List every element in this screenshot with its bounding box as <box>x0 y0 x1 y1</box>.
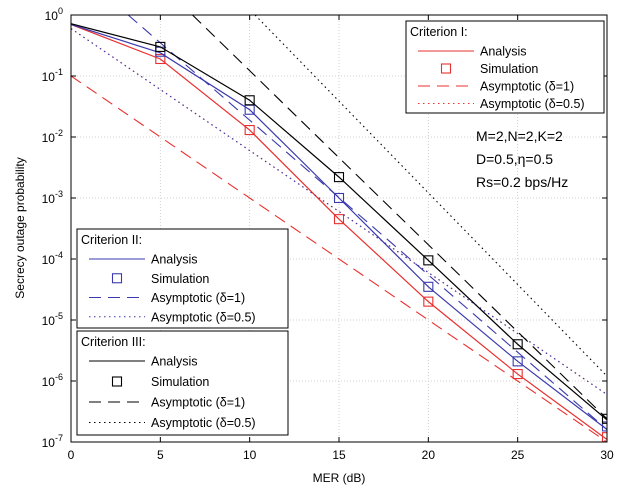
legend-middle-left: Criterion II: Analysis Simulation Asymptoti… <box>76 228 289 329</box>
legend-entry-label: Analysis <box>480 45 527 59</box>
criterion-i-simulation-marker <box>423 296 434 307</box>
legend-entry-label: Asymptotic (δ=0.5) <box>151 310 256 324</box>
legend-entry-label: Asymptotic (δ=0.5) <box>151 416 256 430</box>
y-tick-label: 10-3 <box>42 189 63 206</box>
criterion-ii-simulation-marker <box>333 192 345 204</box>
criterion-iii-simulation-marker <box>423 255 434 266</box>
legends: Criterion I: Analysis Simulation Asymptotic… <box>76 20 605 436</box>
legend-entry-label: Simulation <box>480 62 538 76</box>
parameter-annotation: M=2,N=2,K=2 D=0.5,η=0.5 Rs=0.2 bps/Hz <box>476 128 568 190</box>
criterion-iii-simulation-marker <box>601 413 607 424</box>
x-axis-label: MER (dB) <box>313 471 366 485</box>
legend-entry-label: Analysis <box>151 355 198 369</box>
series-layer <box>71 15 607 442</box>
criterion-iii-analysis-line <box>71 23 607 421</box>
legend-marker <box>111 376 123 387</box>
criterion-iii-simulation-marker <box>512 339 523 350</box>
criterion-i-simulation-marker <box>333 214 345 225</box>
x-tick-label: 10 <box>243 448 257 462</box>
annotation-line: D=0.5,η=0.5 <box>476 151 553 167</box>
x-tick-label: 5 <box>157 448 164 462</box>
y-tick-label: 10-7 <box>42 433 63 450</box>
x-tick-label: 30 <box>600 448 614 462</box>
criterion-i-simulation-marker <box>155 53 166 65</box>
legend-marker <box>111 273 123 284</box>
legend-entry-label: Asymptotic (δ=1) <box>480 80 574 94</box>
y-tick-label: 10-5 <box>42 311 63 328</box>
x-tick-label: 20 <box>422 448 436 462</box>
legend-entry-label: Asymptotic (δ=1) <box>151 291 245 305</box>
x-tick-label: 0 <box>68 448 75 462</box>
x-tick-label: 15 <box>332 448 346 462</box>
legend-entry-label: Asymptotic (δ=0.5) <box>480 97 585 111</box>
criterion-iii-simulation-marker <box>244 95 255 106</box>
criterion-iii-asymptotic-0-5-line <box>254 15 607 377</box>
y-tick-label: 10-4 <box>42 250 63 267</box>
criterion-i-asymptotic-1-line <box>71 75 607 442</box>
y-tick-label: 10-2 <box>42 128 63 145</box>
legend-top-right: Criterion I: Analysis Simulation Asymptotic… <box>405 20 605 114</box>
legend-entry-label: Simulation <box>151 375 209 389</box>
criterion-iii-asymptotic-1-line <box>192 15 607 420</box>
legend-title: Criterion I: <box>410 25 468 39</box>
y-axis-label: Secrecy outage probability <box>13 157 27 298</box>
legend-title: Criterion III: <box>81 335 146 349</box>
legend-bottom-left: Criterion III: Analysis Simulation Asymptot… <box>76 330 289 436</box>
legend-marker <box>440 63 452 74</box>
y-tick-label: 100 <box>45 6 63 23</box>
criterion-iii-simulation-marker <box>155 41 166 52</box>
y-tick-label: 10-6 <box>42 372 63 389</box>
criterion-i-simulation-marker <box>601 432 607 442</box>
criterion-i-simulation-marker <box>244 124 255 136</box>
ticks: 0 5 10 15 20 25 30 100 10-1 10-2 10-3 10-4 10-5 10-6 1… <box>42 6 614 462</box>
legend-box <box>405 20 605 114</box>
criterion-ii-simulation-marker <box>601 421 607 432</box>
annotation-line: Rs=0.2 bps/Hz <box>476 174 568 190</box>
legend-title: Criterion II: <box>81 233 142 247</box>
legend-entry-label: Simulation <box>151 272 209 286</box>
criterion-ii-analysis-line <box>71 23 607 431</box>
criterion-iii-simulation-marker <box>333 172 345 183</box>
criterion-ii-asymptotic-1-line <box>127 15 607 430</box>
legend-entry-label: Asymptotic (δ=1) <box>151 396 245 410</box>
criterion-ii-simulation-marker <box>423 281 434 292</box>
legend-entry-label: Analysis <box>151 253 198 267</box>
x-tick-label: 25 <box>511 448 525 462</box>
annotation-line: M=2,N=2,K=2 <box>476 128 563 144</box>
y-tick-label: 10-1 <box>42 67 63 84</box>
criterion-i-simulation-marker <box>512 368 523 380</box>
criterion-ii-asymptotic-0-5-line <box>71 28 607 395</box>
criterion-ii-simulation-marker <box>512 356 523 367</box>
criterion-i-analysis-line <box>71 23 607 440</box>
